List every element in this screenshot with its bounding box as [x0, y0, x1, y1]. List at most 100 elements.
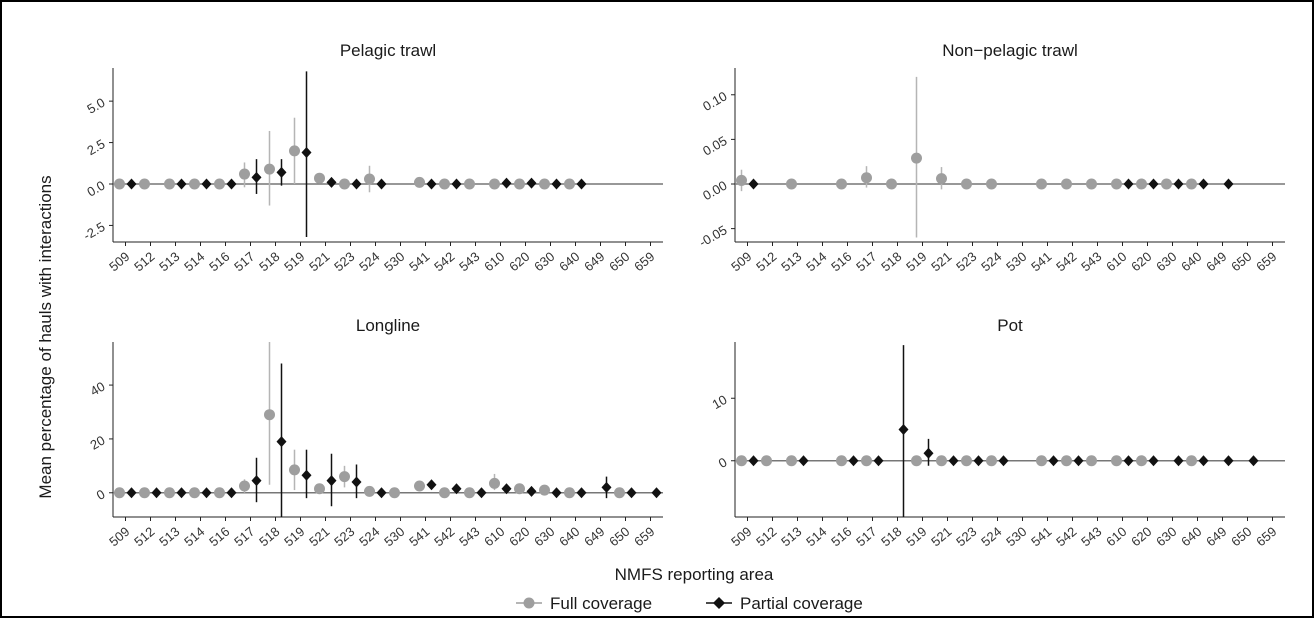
partial-coverage-point	[276, 436, 287, 448]
full-coverage-point	[564, 487, 575, 499]
partial-coverage-point	[351, 476, 362, 488]
full-coverage-point	[736, 455, 747, 467]
full-coverage-point	[114, 487, 125, 499]
x-tick-label: 530	[1003, 524, 1029, 549]
partial-coverage-point	[126, 178, 137, 190]
x-tick-label: 640	[556, 524, 582, 549]
x-tick-label: 509	[728, 249, 754, 274]
x-tick-label: 640	[1178, 524, 1204, 549]
full-coverage-point	[1186, 178, 1197, 190]
full-coverage-point	[786, 178, 797, 190]
y-tick-label: 0.05	[700, 133, 729, 159]
x-tick-label: 521	[306, 249, 332, 274]
full-coverage-point	[786, 455, 797, 467]
x-tick-label: 630	[1153, 524, 1179, 549]
x-tick-label: 517	[231, 249, 257, 274]
partial-coverage-point	[748, 178, 759, 190]
partial-coverage-point	[326, 475, 337, 487]
full-coverage-point	[936, 173, 947, 185]
partial-coverage-point	[1148, 455, 1159, 467]
x-tick-label: 650	[606, 249, 632, 274]
partial-coverage-point	[551, 178, 562, 190]
partial-coverage-point	[201, 178, 212, 190]
full-coverage-point	[614, 487, 625, 499]
partial-coverage-point	[948, 455, 959, 467]
x-tick-label: 640	[1178, 249, 1204, 274]
x-tick-label: 541	[1028, 249, 1054, 274]
x-tick-label: 517	[853, 524, 879, 549]
x-tick-label: 512	[131, 524, 157, 549]
x-tick-label: 542	[431, 524, 457, 549]
full-coverage-point	[1136, 455, 1147, 467]
full-coverage-point	[861, 172, 872, 184]
y-tick-label: 2.5	[84, 136, 107, 158]
x-tick-label: 509	[106, 249, 132, 274]
x-tick-label: 518	[256, 524, 282, 549]
partial-coverage-point	[451, 483, 462, 495]
full-coverage-point	[1036, 178, 1047, 190]
full-coverage-point	[961, 455, 972, 467]
x-tick-label: 543	[456, 524, 482, 549]
partial-coverage-point	[898, 424, 909, 435]
full-coverage-point	[1136, 178, 1147, 190]
partial-coverage-point	[1123, 455, 1134, 467]
full-coverage-point	[1086, 455, 1097, 467]
partial-coverage-point	[1223, 455, 1234, 467]
x-tick-label: 542	[1053, 249, 1079, 274]
x-tick-label: 519	[903, 524, 929, 549]
full-coverage-point	[214, 178, 225, 190]
partial-coverage-point	[301, 469, 312, 481]
legend-full-marker	[523, 597, 535, 609]
x-tick-label: 518	[878, 249, 904, 274]
full-coverage-point	[339, 471, 350, 483]
x-tick-label: 524	[356, 249, 382, 274]
partial-coverage-point	[873, 455, 884, 467]
x-tick-label: 514	[803, 524, 829, 549]
full-coverage-point	[139, 487, 150, 499]
partial-coverage-point	[476, 487, 487, 499]
partial-coverage-point	[1148, 178, 1159, 190]
partial-coverage-point	[251, 171, 262, 183]
panel-3: Pot0105095125135145165175185195215235245…	[709, 316, 1285, 549]
partial-coverage-point	[748, 455, 759, 467]
y-tick-label: 0.10	[700, 88, 729, 114]
x-tick-label: 649	[581, 524, 607, 549]
full-coverage-point	[1036, 455, 1047, 467]
x-tick-label: 513	[156, 524, 182, 549]
full-coverage-point	[836, 455, 847, 467]
full-coverage-point	[314, 483, 325, 495]
x-tick-label: 514	[803, 249, 829, 274]
x-tick-label: 512	[753, 249, 779, 274]
full-coverage-point	[289, 145, 300, 157]
x-tick-label: 541	[406, 249, 432, 274]
x-tick-label: 650	[1228, 524, 1254, 549]
partial-coverage-point	[1073, 455, 1084, 467]
x-tick-label: 521	[928, 249, 954, 274]
partial-coverage-point	[151, 487, 162, 499]
x-tick-label: 516	[828, 524, 854, 549]
x-tick-label: 521	[928, 524, 954, 549]
x-tick-label: 650	[1228, 249, 1254, 274]
full-coverage-point	[439, 487, 450, 499]
partial-coverage-point	[201, 487, 212, 499]
partial-coverage-point	[1248, 455, 1259, 467]
x-tick-label: 649	[1203, 249, 1229, 274]
full-coverage-point	[164, 178, 175, 190]
full-coverage-point	[936, 455, 947, 467]
x-tick-label: 516	[828, 249, 854, 274]
y-tick-label: 20	[87, 433, 107, 453]
full-coverage-point	[264, 409, 275, 421]
full-coverage-point	[339, 178, 350, 190]
x-tick-label: 518	[256, 249, 282, 274]
x-tick-label: 541	[406, 524, 432, 549]
full-coverage-point	[264, 163, 275, 175]
x-tick-label: 640	[556, 249, 582, 274]
y-axis-label: Mean percentage of hauls with interactio…	[36, 175, 55, 498]
x-tick-label: 542	[431, 249, 457, 274]
x-tick-label: 514	[181, 524, 207, 549]
full-coverage-point	[911, 455, 922, 467]
partial-coverage-point	[998, 455, 1009, 467]
x-tick-label: 530	[1003, 249, 1029, 274]
x-tick-label: 659	[1253, 249, 1279, 274]
